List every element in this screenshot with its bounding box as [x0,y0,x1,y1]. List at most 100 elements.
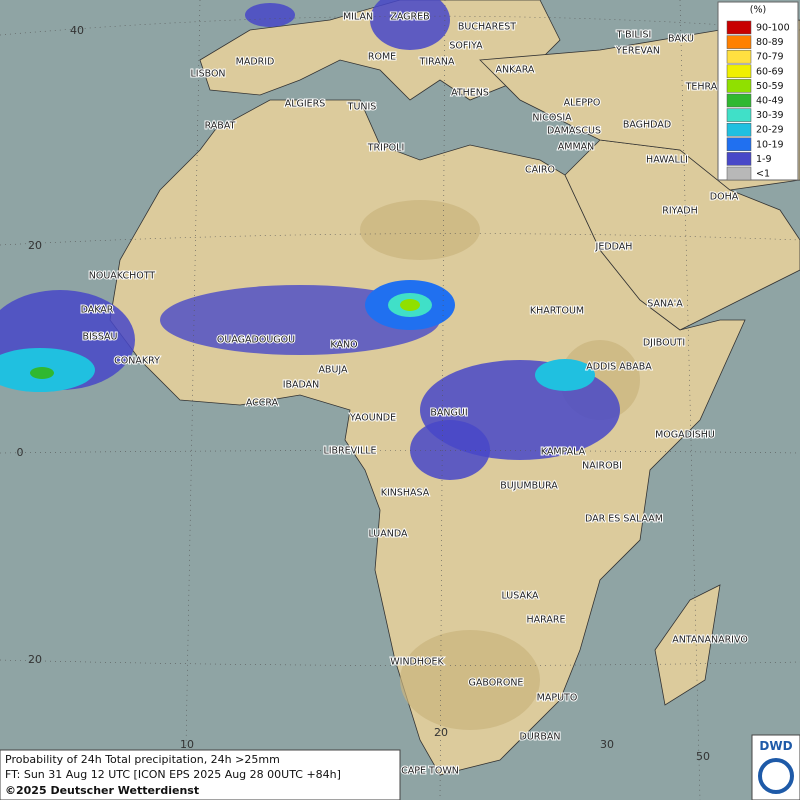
city-label: TIRANA [419,57,455,68]
city-label: KINSHASA [381,488,430,499]
logo: DWD [759,739,792,753]
city-label: TUNIS [347,102,377,113]
city-label: BISSAU [82,332,117,343]
precipitation [0,0,620,480]
legend-swatch [726,93,752,108]
city-label: TEHRAN [685,82,725,93]
footer-line: FT: Sun 31 Aug 12 UTC [ICON EPS 2025 Aug… [5,768,341,781]
legend-label: 20-29 [756,125,784,136]
city-label: DAR ES SALAAM [585,514,663,525]
legend-label: 60-69 [756,66,784,77]
legend-swatch [726,35,752,49]
city-label: LUSAKA [501,591,539,602]
logo-icon [758,758,794,794]
city-label: ROME [368,52,396,63]
city-label: KAMPALA [541,447,586,458]
city-label: HAWALLI [646,155,688,166]
city-label: DJIBOUTI [643,338,685,349]
grid-label: 50 [696,750,710,763]
legend-swatch [726,79,752,93]
grid-label: 20 [434,726,448,739]
city-label: JEDDAH [595,242,633,253]
legend-swatch [726,122,752,137]
legend-label: 40-49 [756,96,784,107]
legend-label: <1 [756,169,770,180]
city-label: AMMAN [558,142,595,153]
city-label: MILAN [343,12,373,23]
city-label: LIBREVILLE [323,446,376,457]
grid-label: 30 [600,738,614,751]
footer-line: Probability of 24h Total precipitation, … [5,753,280,766]
city-label: SOFIYA [449,41,483,52]
legend-label: 30-39 [756,110,784,121]
city-label: CONAKRY [114,356,160,367]
city-label: DOHA [710,192,739,203]
legend-swatch [726,49,752,64]
city-label: NOUAKCHOTT [89,271,156,282]
grid-label: 10 [180,738,194,751]
grid-label: 20 [28,653,42,666]
city-label: IBADAN [283,380,320,391]
city-label: ANTANANARIVO [672,635,748,646]
city-label: MOGADISHU [655,430,715,441]
logo-box [751,734,800,800]
city-label: ZAGREB [390,12,429,23]
grid-label: 40 [70,24,84,37]
city-label: ALGIERS [285,99,326,110]
grid-labels: 40 20 0 20 10 20 30 50 [17,24,711,763]
city-label: ANKARA [496,65,535,76]
city-label: WINDHOEK [390,657,444,668]
city-label: DAMASCUS [547,126,601,137]
city-label: YAOUNDE [349,413,396,424]
city-label: RABAT [205,121,236,132]
legend: (%) 90-100 80-89 70-79 60-69 50-59 40-49 30-39… [717,1,799,181]
legend-swatch [726,152,752,166]
legend-label: 90-100 [756,23,790,34]
city-label: NAIROBI [582,461,622,472]
city-label: NICOSIA [532,113,572,124]
city-label: MAPUTO [537,693,578,704]
city-label: ACCRA [246,398,279,409]
city-label: BUCHAREST [458,22,516,33]
city-label: TRIPOLI [367,143,405,154]
city-label: KHARTOUM [530,306,584,317]
legend-unit: (%) [750,5,766,16]
city-label: T'BILISI [616,30,652,41]
city-label: OUAGADOUGOU [217,335,295,346]
city-label: DURBAN [520,732,561,743]
legend-swatch [726,166,752,181]
legend-label: 50-59 [756,81,784,92]
legend-swatch [726,64,752,79]
city-label: KANO [330,340,357,351]
grid-label: 0 [17,446,24,459]
city-label: HARARE [527,615,566,626]
city-label: LUANDA [368,529,408,540]
city-label: GABORONE [469,678,524,689]
footer-box [0,749,401,800]
grid-label: 20 [28,239,42,252]
city-label: ABUJA [318,365,348,376]
city-label: BAGHDAD [623,120,671,131]
city-label: BANGUI [430,408,467,419]
city-label: RIYADH [662,206,697,217]
city-label: ADDIS ABABA [586,362,652,373]
legend-swatch [726,108,752,122]
city-label: BAKU [668,34,694,45]
city-label: SANA'A [647,299,683,310]
footer-line: ©2025 Deutscher Wetterdienst [5,784,199,797]
legend-label: 80-89 [756,37,784,48]
city-label: YEREVAN [615,46,660,57]
city-label: MADRID [236,57,275,68]
city-label: CAPE TOWN [401,766,459,777]
legend-label: 10-19 [756,139,784,150]
city-labels: MILAN ZAGREB BUCHAREST SOFIYA ROME TIRANA ATHE… [80,11,749,778]
city-label: ALEPPO [564,98,601,109]
legend-label: 1-9 [756,154,772,165]
city-label: LISBON [190,69,225,80]
city-label: CAIRO [525,165,555,176]
legend-swatch [726,20,752,35]
legend-swatch [726,137,752,152]
city-label: BUJUMBURA [500,481,558,492]
